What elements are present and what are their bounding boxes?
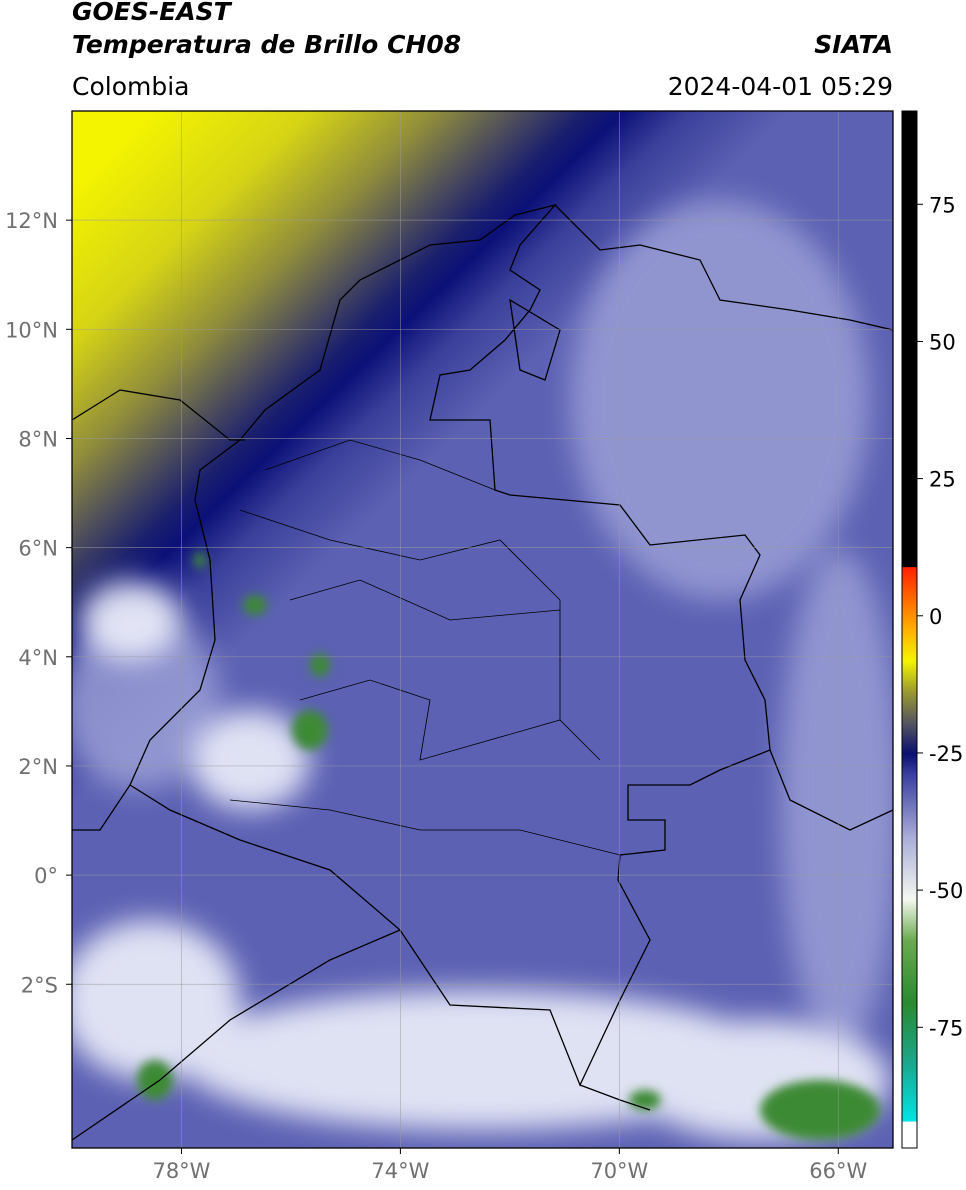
- y-tick-label: 2°S: [21, 973, 58, 997]
- y-tick-label: 4°N: [18, 646, 58, 670]
- x-tick-label: 74°W: [371, 1159, 429, 1183]
- y-tick-label: 0°: [34, 864, 58, 888]
- source: SIATA: [814, 30, 893, 59]
- title: GOES-EAST: [72, 0, 233, 26]
- y-tick-label: 8°N: [18, 427, 58, 451]
- y-tick-label: 10°N: [5, 318, 58, 342]
- colorbar-tick-label: 75: [929, 193, 956, 217]
- colorbar-tick-label: 50: [929, 330, 956, 354]
- colorbar: [901, 110, 918, 1149]
- colorbar-tick-label: -50: [929, 879, 963, 903]
- x-tick-label: 66°W: [809, 1159, 867, 1183]
- timestamp: 2024-04-01 05:29: [668, 72, 893, 101]
- colorbar-tick-label: 0: [929, 605, 942, 629]
- map-frame: [71, 110, 894, 1149]
- colorbar-tick-label: -75: [929, 1016, 963, 1040]
- y-tick-label: 6°N: [18, 537, 58, 561]
- colorbar-tick-label: -25: [929, 742, 963, 766]
- y-tick-label: 12°N: [5, 209, 58, 233]
- satellite-image: [72, 111, 893, 1148]
- colorbar-tick-label: 25: [929, 468, 956, 492]
- x-tick-label: 78°W: [152, 1159, 210, 1183]
- x-tick-label: 70°W: [590, 1159, 648, 1183]
- y-tick-label: 2°N: [18, 755, 58, 779]
- region: Colombia: [72, 72, 189, 101]
- subtitle: Temperatura de Brillo CH08: [72, 30, 461, 59]
